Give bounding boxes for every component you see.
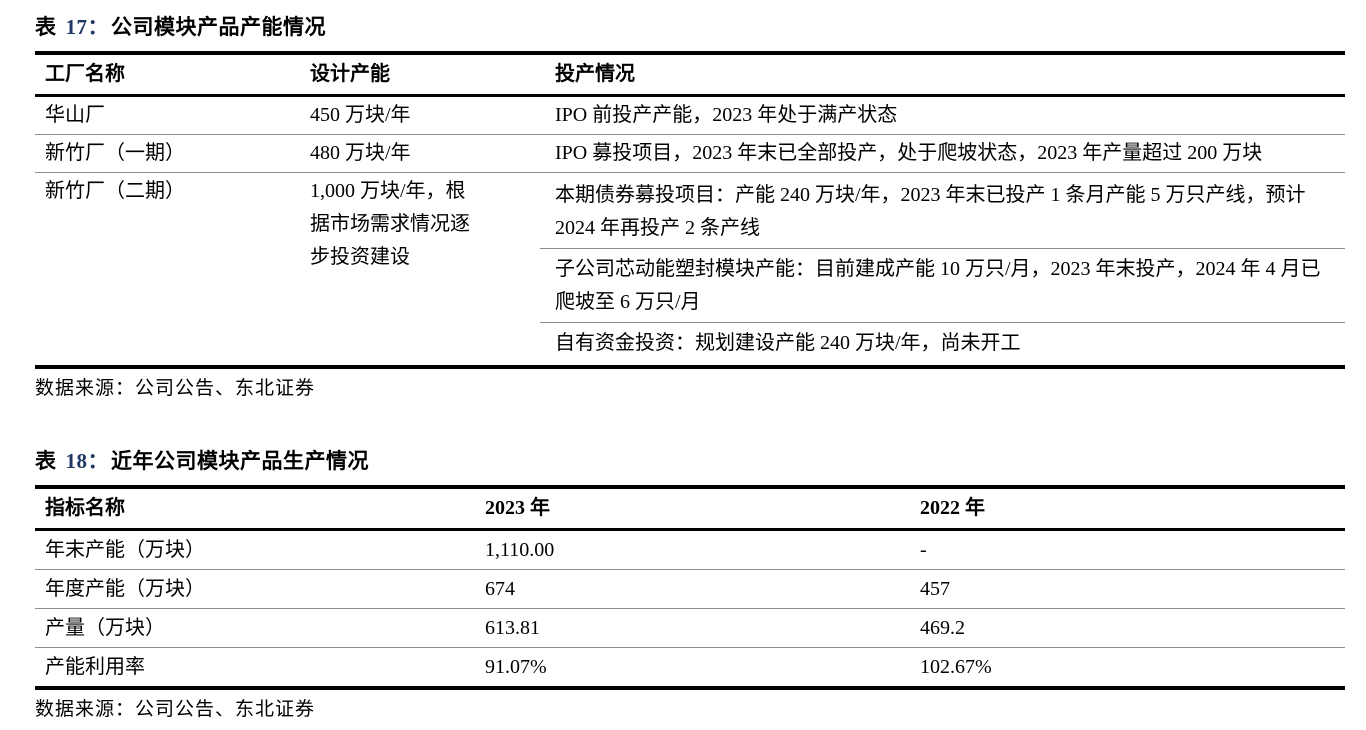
status-cell: IPO 前投产产能，2023 年处于满产状态 <box>555 104 898 126</box>
table17-header-factory: 工厂名称 <box>45 63 125 85</box>
metric-cell: 产量（万块） <box>45 617 165 639</box>
table17-header-row: 工厂名称 设计产能 投产情况 <box>35 55 1345 97</box>
value-2023-cell: 91.07% <box>485 656 547 678</box>
factory-cell: 新竹厂（一期） <box>45 142 185 164</box>
table18-header-2022: 2022 年 <box>920 497 985 519</box>
table18-title-text: 近年公司模块产品生产情况 <box>111 449 369 473</box>
value-2023-cell: 613.81 <box>485 617 540 639</box>
table-row: 华山厂 450 万块/年 IPO 前投产产能，2023 年处于满产状态 <box>35 97 1345 135</box>
capacity-cell: 480 万块/年 <box>310 142 411 164</box>
table18-header-2023: 2023 年 <box>485 497 550 519</box>
capacity-cell: 1,000 万块/年，根据市场需求情况逐步投资建设 <box>310 180 470 268</box>
table18-title-number: 18： <box>65 449 109 473</box>
value-2022-cell: 469.2 <box>920 617 965 639</box>
metric-cell: 产能利用率 <box>45 656 145 678</box>
table17-title-number: 17： <box>65 15 109 39</box>
value-2022-cell: - <box>920 539 927 561</box>
table17-title-label: 表 <box>35 15 57 39</box>
table-row: 新竹厂（二期） 1,000 万块/年，根据市场需求情况逐步投资建设 本期债券募投… <box>35 173 1345 365</box>
table17: 工厂名称 设计产能 投产情况 华山厂 450 万块/年 IPO 前投产产能，20… <box>35 51 1345 369</box>
factory-cell: 华山厂 <box>45 104 105 126</box>
table17-source: 数据来源：公司公告、东北证券 <box>35 378 316 399</box>
table18-header-row: 指标名称 2023 年 2022 年 <box>35 489 1345 531</box>
value-2023-cell: 674 <box>485 578 515 600</box>
status-cell: IPO 募投项目，2023 年末已全部投产，处于爬坡状态，2023 年产量超过 … <box>555 142 1263 164</box>
capacity-cell: 450 万块/年 <box>310 104 411 126</box>
table-row: 产量（万块） 613.81 469.2 <box>35 609 1345 648</box>
table18-header-metric: 指标名称 <box>45 497 125 519</box>
value-2022-cell: 457 <box>920 578 950 600</box>
table-row: 年末产能（万块） 1,110.00 - <box>35 531 1345 570</box>
table18-title-label: 表 <box>35 449 57 473</box>
table17-header-capacity: 设计产能 <box>310 63 390 85</box>
status-cell-group: 本期债券募投项目：产能 240 万块/年，2023 年末已投产 1 条月产能 5… <box>540 173 1345 365</box>
status-subcell: 子公司芯动能塑封模块产能：目前建成产能 10 万只/月，2023 年末投产，20… <box>540 248 1345 322</box>
status-subcell: 本期债券募投项目：产能 240 万块/年，2023 年末已投产 1 条月产能 5… <box>555 184 1306 239</box>
value-2022-cell: 102.67% <box>920 656 992 678</box>
factory-cell: 新竹厂（二期） <box>45 180 185 202</box>
metric-cell: 年度产能（万块） <box>45 578 205 600</box>
table17-header-status: 投产情况 <box>555 63 635 85</box>
table17-title-text: 公司模块产品产能情况 <box>111 15 326 39</box>
table18-section: 表 18：近年公司模块产品生产情况 指标名称 2023 年 2022 年 年末产能… <box>35 446 1345 723</box>
table-row: 新竹厂（一期） 480 万块/年 IPO 募投项目，2023 年末已全部投产，处… <box>35 135 1345 173</box>
table17-title: 表 17：公司模块产品产能情况 <box>35 12 1345 42</box>
table18-title: 表 18：近年公司模块产品生产情况 <box>35 446 1345 476</box>
value-2023-cell: 1,110.00 <box>485 539 555 561</box>
table-row: 年度产能（万块） 674 457 <box>35 570 1345 609</box>
metric-cell: 年末产能（万块） <box>45 539 205 561</box>
table18: 指标名称 2023 年 2022 年 年末产能（万块） 1,110.00 - 年… <box>35 485 1345 690</box>
table17-section: 表 17：公司模块产品产能情况 工厂名称 设计产能 投产情况 华山厂 450 万块… <box>35 12 1345 402</box>
table18-source: 数据来源：公司公告、东北证券 <box>35 699 316 720</box>
table-row: 产能利用率 91.07% 102.67% <box>35 648 1345 686</box>
status-subcell: 自有资金投资：规划建设产能 240 万块/年，尚未开工 <box>540 322 1345 363</box>
